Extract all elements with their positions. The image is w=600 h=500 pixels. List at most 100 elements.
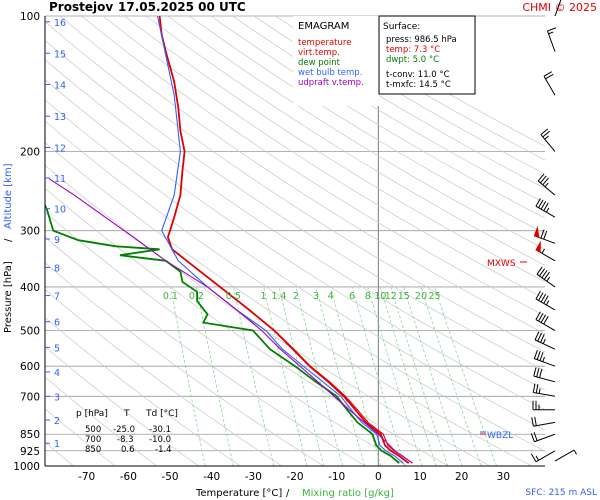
pressure-tick-label: 700 xyxy=(20,391,40,403)
mixing-ratio-label: 4 xyxy=(328,291,334,302)
x-axis-label-2: Mixing ratio [g/kg] xyxy=(302,488,394,499)
wind-barb xyxy=(535,240,556,262)
wind-barb xyxy=(531,416,556,427)
y-axis-title: Pressure [hPa] / Altitude [km] xyxy=(3,163,14,333)
altitude-tick-label: 11 xyxy=(54,174,66,185)
dry-adiabat xyxy=(45,21,545,353)
mixing-ratio-line xyxy=(295,286,343,466)
pressure-tick-label: 100 xyxy=(20,11,40,23)
temperature-tick-label: 10 xyxy=(413,471,426,483)
dry-adiabat xyxy=(45,376,158,466)
pressure-tick-label: 925 xyxy=(20,446,40,458)
x-axis-title: Temperature [°C] / Mixing ratio [g/kg] xyxy=(195,488,394,499)
altitude-tick-label: 2 xyxy=(54,416,60,427)
dry-adiabat xyxy=(102,16,545,300)
dry-adiabat xyxy=(45,262,324,466)
wind-barb xyxy=(532,400,555,411)
altitude-tick-label: 14 xyxy=(54,81,66,92)
mixing-ratio-label: 12 xyxy=(385,291,397,302)
mixing-ratio-line xyxy=(170,286,206,466)
altitude-tick-label: 4 xyxy=(54,368,60,379)
mixing-ratio-label: 0.5 xyxy=(226,291,241,302)
surface-dwpt: dwpt: 5.0 °C xyxy=(386,55,439,65)
series-line-udpraft-v-temp- xyxy=(48,178,413,464)
mixing-ratio-line xyxy=(278,286,325,466)
series-line-wet-bulb-temp- xyxy=(156,16,404,464)
wind-barb xyxy=(535,290,556,311)
dry-adiabat xyxy=(45,39,545,372)
temperature-tick-label: 0 xyxy=(375,471,382,483)
wind-barb xyxy=(534,331,556,350)
pressure-tick-label: 200 xyxy=(20,146,40,158)
wind-barb xyxy=(554,449,577,462)
dry-adiabat xyxy=(45,236,366,466)
mixing-ratio-line xyxy=(403,286,463,466)
altitude-tick-label: 3 xyxy=(54,392,60,403)
wind-barb xyxy=(533,367,556,383)
wind-barb xyxy=(547,27,557,52)
mxws-label: MXWS xyxy=(487,259,516,269)
legend-dew-point: dew point xyxy=(298,58,341,68)
pressure-tick-label: 300 xyxy=(20,226,40,238)
altitude-tick-label: 5 xyxy=(54,343,60,354)
temperature-tick-label: 20 xyxy=(455,471,468,483)
wind-barb xyxy=(535,198,556,218)
series-line-dew-point xyxy=(45,203,400,464)
y-axis-label-2: Altitude [km] xyxy=(3,163,14,229)
temperature-tick-label: -10 xyxy=(328,471,345,483)
legend-temperature: temperature xyxy=(298,38,351,48)
x-axis-label: Temperature [°C] xyxy=(195,488,282,499)
mixing-ratio-label: 0.2 xyxy=(189,291,204,302)
temperature-tick-labels: -70 -60 -50 -40 -30 -20 -10 0 10 20 30 xyxy=(78,471,510,483)
altitude-tick-label: 16 xyxy=(54,18,66,29)
mixing-ratio-label: 15 xyxy=(398,291,410,302)
mixing-ratio-label: 25 xyxy=(429,291,441,302)
mixing-ratio-line xyxy=(263,286,308,466)
dry-adiabat xyxy=(45,79,545,411)
dry-adiabat xyxy=(210,16,545,219)
dry-adiabat xyxy=(45,289,283,466)
temperature-tick-label: -70 xyxy=(78,471,95,483)
temperature-tick-label: -40 xyxy=(203,471,220,483)
altitude-tick-label: 15 xyxy=(54,49,66,60)
temperature-tick-label: -20 xyxy=(286,471,303,483)
wind-barb xyxy=(533,350,556,367)
pressure-tick-label: 600 xyxy=(20,361,40,373)
table-cell: 700 xyxy=(85,435,101,445)
dry-adiabat xyxy=(232,16,545,204)
surface-press: press: 986.5 hPa xyxy=(386,35,457,45)
table-cell: -8.3 xyxy=(117,435,134,445)
wind-barb xyxy=(536,266,556,288)
mixing-ratio-label: 1 xyxy=(261,291,267,302)
dry-adiabat xyxy=(145,16,545,266)
dry-adiabat xyxy=(167,16,545,250)
dry-adiabat xyxy=(45,408,116,466)
wind-barb xyxy=(530,432,556,443)
pressure-tick-label: 1000 xyxy=(13,461,40,473)
wind-barbs xyxy=(530,0,577,463)
dry-adiabat xyxy=(45,317,241,466)
table-cell: -30.1 xyxy=(149,425,171,435)
altitude-tick-label: 13 xyxy=(54,112,66,123)
wind-barb xyxy=(554,0,562,17)
datetime-label: 17.05.2025 00 UTC xyxy=(118,0,246,14)
temperature-tick-label: 30 xyxy=(497,471,510,483)
station-name: Prostejov xyxy=(49,0,113,14)
x-axis-separator: / xyxy=(286,488,290,499)
altitude-tick-label: 12 xyxy=(54,144,66,155)
dry-adiabat xyxy=(45,59,545,391)
mixing-ratio-line xyxy=(233,286,275,466)
dry-adiabat xyxy=(124,16,545,283)
wind-barb xyxy=(540,128,556,152)
mixing-ratio-line xyxy=(434,286,497,466)
mixing-ratio-label: 1.4 xyxy=(271,291,286,302)
table-cell: -1.4 xyxy=(155,445,172,455)
mixing-ratio-label: 8 xyxy=(365,291,371,302)
wind-barb xyxy=(543,71,556,96)
pressure-tick-label: 500 xyxy=(20,326,40,338)
mixing-ratio-line xyxy=(196,286,234,466)
mixing-ratio-lines xyxy=(45,16,545,466)
wind-barb xyxy=(535,311,556,331)
